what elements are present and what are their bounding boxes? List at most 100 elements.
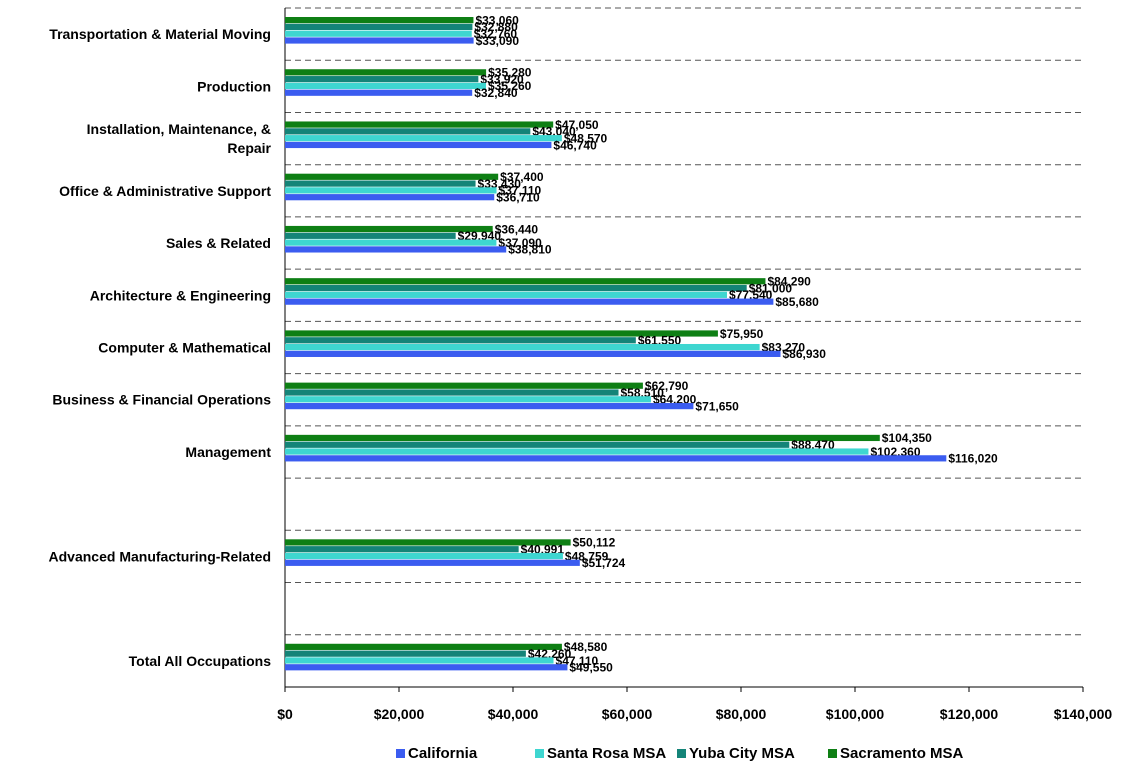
bar	[285, 173, 499, 180]
bar	[285, 225, 493, 233]
data-label: $48,570	[564, 131, 608, 145]
data-label: $46,740	[553, 138, 597, 152]
legend-label: Sacramento MSA	[840, 745, 964, 762]
data-label: $38,810	[508, 243, 552, 257]
bar	[285, 643, 562, 650]
category-label: Total All Occupations	[129, 653, 272, 669]
data-label: $116,020	[948, 452, 998, 466]
x-tick-label: $80,000	[716, 706, 767, 722]
bar	[285, 141, 552, 149]
bar	[285, 180, 476, 187]
data-label: $81,000	[749, 281, 793, 295]
bar	[285, 552, 563, 560]
bar	[285, 650, 526, 657]
data-label: $62,790	[645, 379, 689, 393]
bar	[285, 448, 869, 455]
x-tick-label: $140,000	[1054, 706, 1113, 722]
bar	[285, 657, 554, 664]
bar	[285, 382, 643, 389]
bar	[285, 337, 636, 344]
bar	[285, 546, 519, 553]
bar	[285, 298, 774, 305]
legend-swatch	[396, 749, 405, 758]
bar	[285, 89, 473, 96]
data-label: $75,950	[720, 327, 764, 341]
x-tick-label: $100,000	[826, 706, 885, 722]
data-label: $85,680	[775, 295, 819, 309]
category-label: Management	[185, 444, 271, 460]
legend-label: California	[408, 745, 478, 762]
data-label: $86,930	[783, 347, 827, 361]
data-label: $84,290	[767, 275, 811, 289]
data-label: $71,650	[695, 399, 739, 413]
bar	[285, 284, 747, 292]
bar	[285, 23, 473, 30]
legend-swatch	[828, 749, 837, 758]
bar	[285, 232, 456, 239]
data-label: $32,760	[474, 27, 518, 41]
data-label: $37,110	[499, 184, 542, 198]
category-label: Advanced Manufacturing-Related	[49, 548, 271, 564]
bar	[285, 441, 790, 448]
data-label: $37,400	[500, 170, 544, 184]
data-label: $35,280	[488, 66, 532, 80]
x-tick-label: $60,000	[602, 706, 653, 722]
category-label: Architecture & Engineering	[90, 287, 271, 303]
bar	[285, 291, 727, 298]
bar	[285, 246, 507, 253]
bar	[285, 69, 487, 76]
bar	[285, 350, 781, 357]
data-label: $47,050	[555, 118, 599, 132]
data-label: $32,880	[474, 20, 518, 34]
bar	[285, 434, 880, 442]
data-label: $49,550	[569, 661, 613, 675]
x-tick-label: $40,000	[488, 706, 539, 722]
bar	[285, 17, 474, 24]
category-label: Office & Administrative Support	[59, 183, 271, 199]
bar	[285, 396, 651, 403]
data-label: $104,350	[882, 431, 932, 445]
category-label: Repair	[227, 140, 271, 156]
bar	[285, 121, 554, 128]
data-label: $36,440	[495, 222, 539, 236]
bar	[285, 539, 571, 546]
x-tick-label: $0	[277, 706, 293, 722]
bar	[285, 664, 568, 671]
bar	[285, 330, 718, 337]
data-label: $33,090	[476, 34, 520, 48]
bar	[285, 194, 495, 201]
x-tick-label: $120,000	[940, 706, 999, 722]
data-label: $35,260	[488, 79, 532, 93]
bar	[285, 559, 580, 566]
legend-label: Santa Rosa MSA	[547, 745, 666, 762]
bar	[285, 403, 694, 410]
data-label: $33,060	[475, 13, 519, 27]
bar	[285, 187, 497, 194]
data-label: $48,580	[564, 640, 608, 654]
legend-label: Yuba City MSA	[689, 745, 795, 762]
category-label: Business & Financial Operations	[52, 392, 271, 408]
x-tick-label: $20,000	[374, 706, 425, 722]
category-label: Installation, Maintenance, &	[87, 121, 271, 137]
bar	[285, 82, 486, 90]
data-label: $50,112	[573, 536, 616, 550]
data-label: $36,710	[496, 190, 540, 204]
bar	[285, 455, 947, 462]
bar	[285, 389, 619, 396]
category-label: Transportation & Material Moving	[49, 26, 271, 42]
bar	[285, 76, 479, 83]
bar	[285, 128, 531, 135]
category-label: Sales & Related	[166, 235, 271, 251]
category-label: Production	[197, 78, 271, 94]
data-label: $32,840	[474, 86, 518, 100]
data-label: $33,920	[480, 72, 524, 86]
legend-swatch	[677, 749, 686, 758]
bar	[285, 37, 474, 44]
data-label: $37,090	[498, 236, 542, 250]
bar	[285, 278, 766, 285]
bar	[285, 30, 472, 37]
bar	[285, 343, 760, 351]
data-label: $51,724	[582, 556, 626, 570]
